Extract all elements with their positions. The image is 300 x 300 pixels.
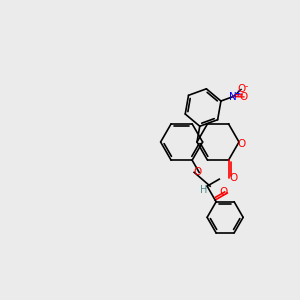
Text: O: O <box>230 173 238 183</box>
Text: -: - <box>244 82 248 91</box>
Text: O: O <box>240 92 248 102</box>
Text: O: O <box>238 139 246 149</box>
Text: H: H <box>200 185 208 195</box>
Text: O: O <box>193 167 201 177</box>
Text: O: O <box>219 187 227 197</box>
Text: N: N <box>229 92 237 102</box>
Text: +: + <box>234 89 240 98</box>
Text: O: O <box>237 84 245 94</box>
